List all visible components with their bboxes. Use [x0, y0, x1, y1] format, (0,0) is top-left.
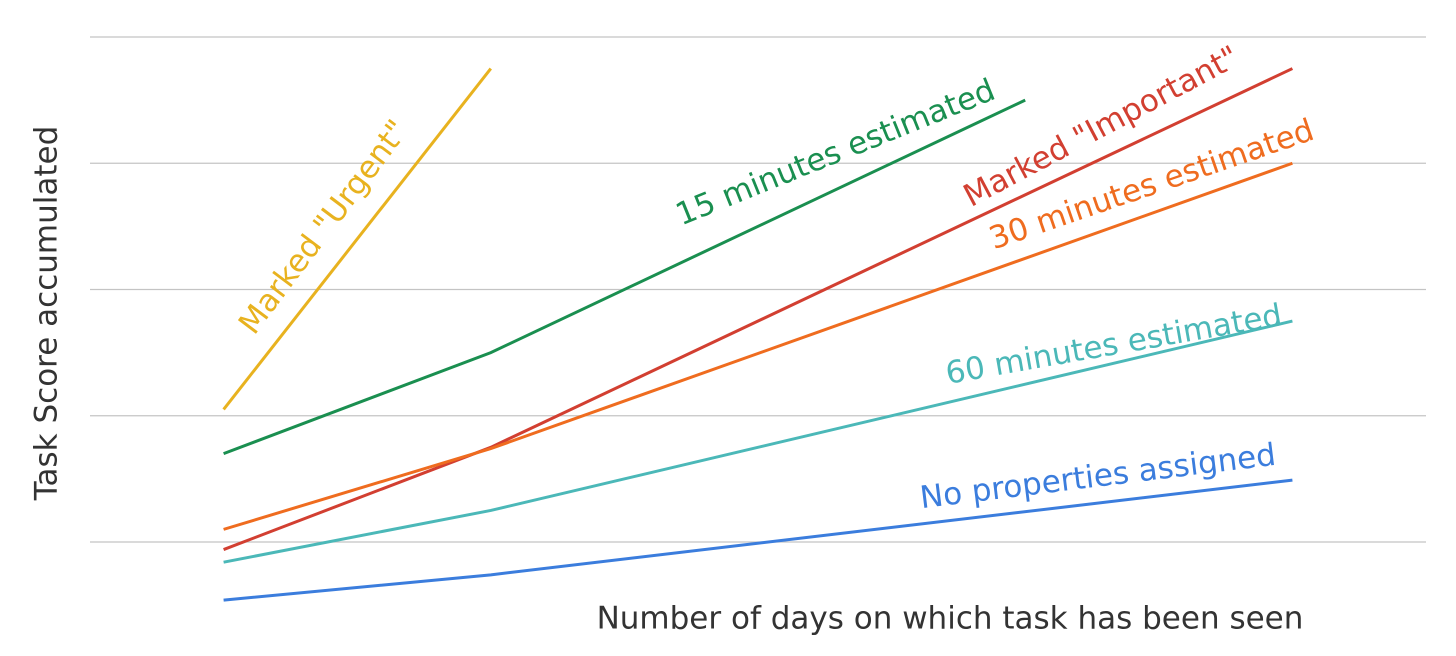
series-line: [223, 319, 1293, 564]
series-label: Marked "Urgent": [232, 113, 416, 341]
series-label: 15 minutes estimated: [671, 72, 1000, 233]
series-label: 60 minutes estimated: [943, 297, 1285, 392]
y-axis-label: Task Score accumulated: [29, 126, 65, 502]
x-axis-label: Number of days on which task has been se…: [597, 601, 1304, 637]
series-line: [222, 67, 492, 411]
series-line: [223, 98, 1026, 456]
series-line: [223, 478, 1293, 602]
series-line: [223, 161, 1293, 531]
